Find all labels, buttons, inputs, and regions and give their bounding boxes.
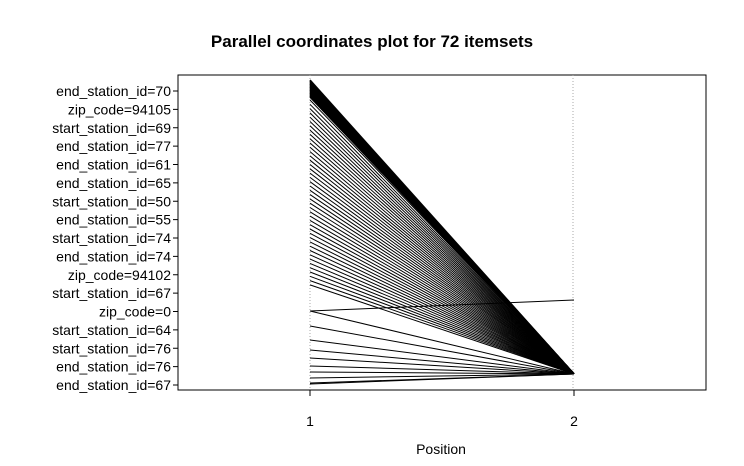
itemset-line — [309, 146, 575, 375]
itemset-line — [309, 125, 575, 375]
itemset-line — [309, 207, 575, 375]
x-axis-label: Position — [416, 441, 466, 457]
itemset-line — [309, 134, 575, 375]
itemset-line — [309, 112, 575, 375]
itemset-line — [309, 258, 575, 375]
itemset-line — [309, 271, 575, 375]
itemset-line — [309, 168, 575, 375]
y-tick-label: start_station_id=74 — [52, 230, 171, 246]
itemset-line — [309, 202, 575, 375]
itemset-line — [309, 121, 575, 375]
y-tick-label: start_station_id=64 — [52, 322, 171, 338]
itemset-line — [309, 250, 575, 375]
y-tick-label: end_station_id=70 — [56, 83, 171, 99]
itemset-line — [309, 116, 575, 375]
itemset-line — [309, 310, 575, 375]
itemset-line — [309, 189, 575, 375]
x-tick-label: 1 — [306, 413, 314, 429]
itemset-line — [309, 365, 575, 375]
itemset-line — [309, 373, 575, 379]
itemset-line — [309, 224, 575, 375]
x-tick-label: 2 — [570, 413, 578, 429]
plot-frame — [177, 74, 707, 391]
itemset-line — [309, 339, 575, 375]
itemset-line — [309, 262, 575, 375]
itemset-line — [309, 325, 575, 375]
y-tick-label: start_station_id=50 — [52, 193, 171, 209]
itemset-line — [309, 232, 575, 375]
itemset-line — [309, 142, 575, 375]
y-tick-label: end_station_id=67 — [56, 377, 171, 393]
y-tick-label: end_station_id=77 — [56, 138, 171, 154]
itemset-line — [309, 267, 575, 375]
y-tick-label: end_station_id=61 — [56, 157, 171, 173]
itemset-line — [309, 138, 575, 375]
itemset-line — [309, 198, 575, 375]
itemset-line — [309, 185, 575, 375]
y-tick-label: zip_code=94105 — [68, 101, 171, 117]
itemset-line — [309, 164, 575, 375]
itemset-line — [309, 215, 575, 375]
itemset-line — [309, 275, 575, 375]
itemset-line — [309, 172, 575, 375]
itemset-line — [309, 99, 575, 375]
itemset-line — [309, 284, 575, 375]
y-tick-label: start_station_id=69 — [52, 120, 171, 136]
itemset-line — [309, 357, 575, 375]
y-tick-label: end_station_id=76 — [56, 359, 171, 375]
y-tick-label: zip_code=94102 — [68, 267, 171, 283]
y-tick-label: start_station_id=76 — [52, 340, 171, 356]
itemset-line — [309, 194, 575, 375]
itemset-line — [309, 103, 575, 375]
itemset-lines — [309, 79, 575, 385]
itemset-line — [309, 151, 575, 375]
itemset-line — [309, 176, 575, 375]
itemset-line — [309, 371, 575, 375]
y-tick-label: start_station_id=67 — [52, 285, 171, 301]
y-axis: end_station_id=70 zip_code=94105 start_sta… — [52, 83, 178, 393]
itemset-line — [309, 155, 575, 375]
itemset-line — [309, 245, 575, 375]
itemset-line — [309, 108, 575, 375]
itemset-line — [309, 280, 575, 375]
itemset-line — [309, 219, 575, 375]
y-tick-label: end_station_id=65 — [56, 175, 171, 191]
itemset-line — [309, 254, 575, 375]
y-tick-label: end_station_id=55 — [56, 212, 171, 228]
itemset-line — [309, 241, 575, 375]
y-tick-label: zip_code=0 — [99, 304, 171, 320]
itemset-line — [309, 159, 575, 375]
itemset-line — [309, 299, 575, 312]
itemset-line — [309, 228, 575, 375]
itemset-line — [309, 181, 575, 375]
itemset-line — [309, 129, 575, 375]
itemset-line — [309, 349, 575, 375]
chart-title: Parallel coordinates plot for 72 itemset… — [211, 32, 533, 51]
itemset-line — [309, 211, 575, 375]
y-tick-label: end_station_id=74 — [56, 248, 171, 264]
itemset-line — [309, 373, 575, 385]
